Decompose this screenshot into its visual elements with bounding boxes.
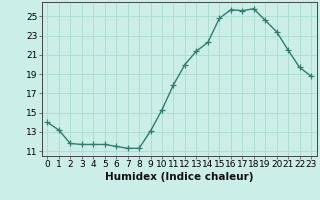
- X-axis label: Humidex (Indice chaleur): Humidex (Indice chaleur): [105, 172, 253, 182]
